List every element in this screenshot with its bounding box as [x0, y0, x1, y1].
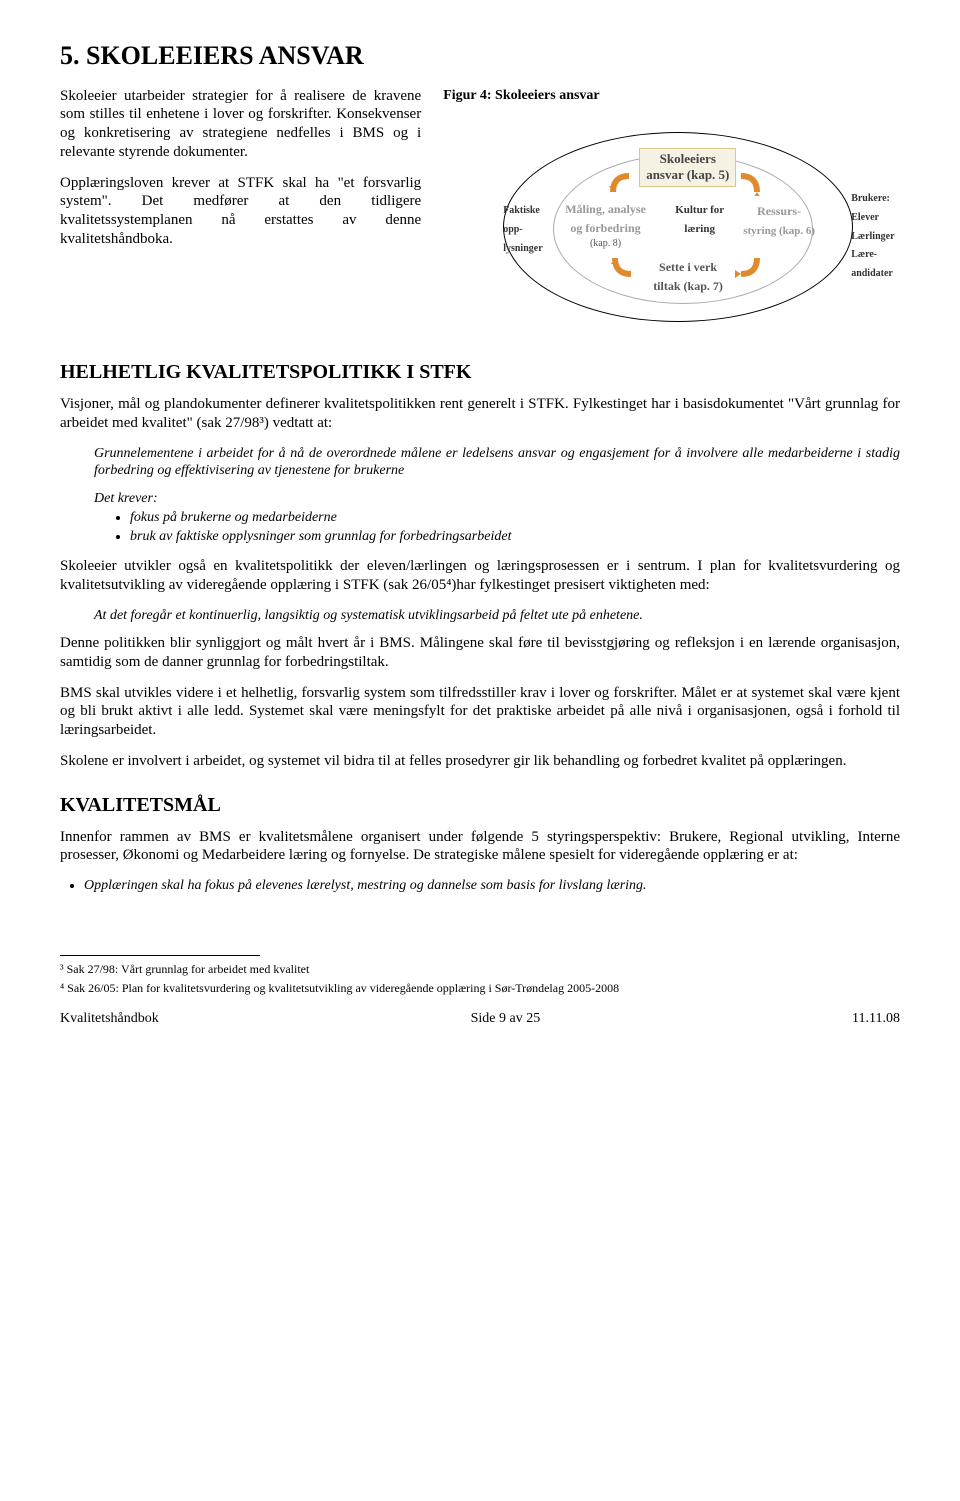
- diag-ri-1: Ressurs-: [757, 204, 801, 218]
- helhetlig-quote-lead: Det krever:: [94, 490, 900, 508]
- diag-lo-2: opp-: [503, 224, 522, 235]
- diagram-bottom: Sette i verk tiltak (kap. 7): [653, 258, 723, 296]
- figure-title: Figur 4: Skoleeiers ansvar: [443, 87, 900, 105]
- footer-center: Side 9 av 25: [471, 1010, 541, 1028]
- helhetlig-p2: Skoleeier utvikler også en kvalitetspoli…: [60, 557, 900, 595]
- kvalitetsmal-bullet-list: Opplæringen skal ha fokus på elevenes læ…: [84, 877, 900, 895]
- diag-ri-2: styring (kap. 6): [743, 225, 815, 237]
- helhetlig-p4: BMS skal utvikles videre i et helhetlig,…: [60, 684, 900, 740]
- helhetlig-bullet-2: bruk av faktiske opplysninger som grunnl…: [130, 528, 900, 546]
- arrow-top-right: [735, 170, 761, 196]
- diagram-middle-right: Kultur for læring: [675, 200, 724, 238]
- diag-ml-3: (kap. 8): [565, 238, 646, 251]
- subsection-heading-kvalitetsmal: KVALITETSMÅL: [60, 793, 900, 818]
- diagram-right-inner: Ressurs- styring (kap. 6): [743, 202, 815, 240]
- intro-para-2: Opplæringsloven krever at STFK skal ha "…: [60, 174, 421, 249]
- diagram: Skoleeiers ansvar (kap. 5) Faktiske opp-…: [443, 108, 900, 338]
- footnote-rule: [60, 955, 260, 956]
- section-heading: 5. SKOLEEIERS ANSVAR: [60, 40, 900, 73]
- intro-two-column: Skoleeier utarbeider strategier for å re…: [60, 87, 900, 339]
- diag-lo-1: Faktiske: [503, 205, 540, 216]
- diagram-left-outer: Faktiske opp- lysninger: [503, 200, 542, 256]
- helhetlig-quote2: At det foregår et kontinuerlig, langsikt…: [94, 607, 900, 625]
- kvalitetsmal-p1: Innenfor rammen av BMS er kvalitetsmålen…: [60, 828, 900, 866]
- diag-ro-5: andidater: [851, 268, 893, 279]
- diag-ro-3: Lærlinger: [851, 231, 894, 242]
- diag-ro-2: Elever: [851, 212, 879, 223]
- diagram-header-box: Skoleeiers ansvar (kap. 5): [639, 148, 736, 187]
- helhetlig-p1: Visjoner, mål og plandokumenter definere…: [60, 395, 900, 433]
- helhetlig-quote1: Grunnelementene i arbeidet for å nå de o…: [94, 445, 900, 480]
- diagram-middle-left: Måling, analyse og forbedring (kap. 8): [565, 200, 646, 250]
- figure-column: Figur 4: Skoleeiers ansvar Skoleeiers an…: [443, 87, 900, 339]
- diag-mr-2: læring: [684, 223, 715, 235]
- arrow-top-left: [609, 170, 635, 196]
- diag-ro-4: Lære-: [851, 249, 877, 260]
- footnote-3: ³ Sak 27/98: Vårt grunnlag for arbeidet …: [60, 962, 900, 977]
- intro-para-1: Skoleeier utarbeider strategier for å re…: [60, 87, 421, 162]
- diag-mr-1: Kultur for: [675, 204, 724, 216]
- footer-right: 11.11.08: [852, 1010, 900, 1028]
- diag-ml-1: Måling, analyse: [565, 202, 646, 216]
- diagram-header-l2: ansvar (kap. 5): [646, 167, 729, 182]
- diag-lo-3: lysninger: [503, 243, 542, 254]
- diag-b-2: tiltak (kap. 7): [653, 279, 723, 293]
- diag-ml-2: og forbedring: [570, 221, 640, 235]
- helhetlig-bullet-list: fokus på brukerne og medarbeiderne bruk …: [130, 509, 900, 545]
- footnote-4: ⁴ Sak 26/05: Plan for kvalitetsvurdering…: [60, 981, 900, 996]
- helhetlig-p5: Skolene er involvert i arbeidet, og syst…: [60, 752, 900, 771]
- diagram-header-l1: Skoleeiers: [660, 151, 716, 166]
- arrow-bottom-left: [611, 252, 637, 278]
- arrow-bottom-right: [735, 252, 761, 278]
- intro-text-column: Skoleeier utarbeider strategier for å re…: [60, 87, 421, 339]
- diagram-right-outer: Brukere: Elever Lærlinger Lære- andidate…: [851, 188, 894, 282]
- helhetlig-bullet-1: fokus på brukerne og medarbeiderne: [130, 509, 900, 527]
- subsection-heading-helhetlig: HELHETLIG KVALITETSPOLITIKK I STFK: [60, 360, 900, 385]
- diag-ro-1: Brukere:: [851, 193, 890, 204]
- page-footer: Kvalitetshåndbok Side 9 av 25 11.11.08: [60, 1010, 900, 1028]
- diag-b-1: Sette i verk: [659, 260, 717, 274]
- kvalitetsmal-bullet-1: Opplæringen skal ha fokus på elevenes læ…: [84, 877, 900, 895]
- footer-left: Kvalitetshåndbok: [60, 1010, 159, 1028]
- helhetlig-p3: Denne politikken blir synliggjort og mål…: [60, 634, 900, 672]
